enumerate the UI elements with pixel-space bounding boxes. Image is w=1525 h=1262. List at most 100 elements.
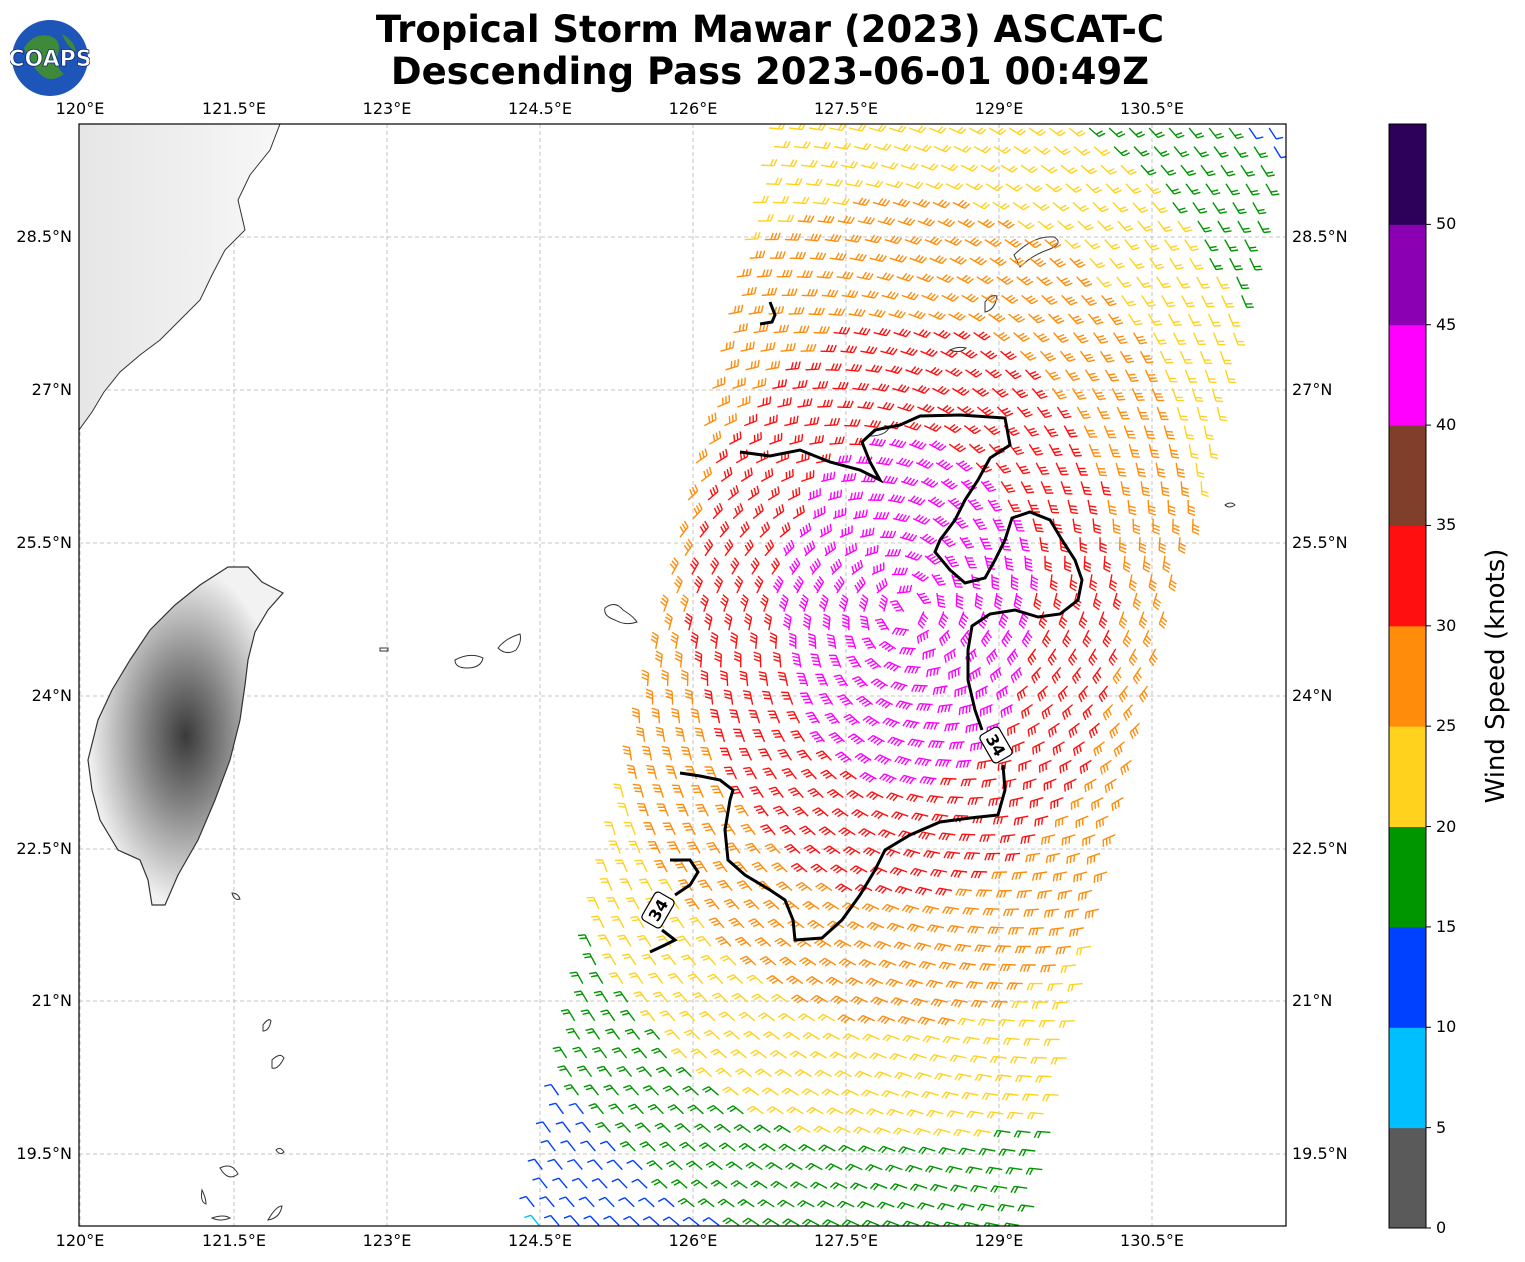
wind-barb	[829, 436, 845, 445]
wind-barb	[753, 323, 769, 334]
wind-barb	[1197, 220, 1212, 233]
colorbar-tick-label: 45	[1436, 314, 1457, 334]
wind-barb	[996, 406, 1014, 417]
wind-barb	[1128, 444, 1140, 458]
wind-barb	[1213, 146, 1229, 158]
wind-barb	[833, 142, 852, 150]
wind-barb	[1032, 741, 1045, 755]
wind-barb	[599, 1140, 616, 1152]
wind-barb	[1003, 1222, 1020, 1226]
wind-barb	[1084, 908, 1100, 920]
wind-barb	[905, 366, 923, 375]
wind-barb	[981, 1092, 999, 1101]
wind-barb	[798, 1143, 816, 1152]
wind-barb	[1216, 406, 1228, 422]
wind-barb	[854, 884, 873, 894]
wind-barbs	[519, 124, 1286, 1226]
wind-barb	[921, 292, 939, 302]
wind-barb	[1216, 276, 1230, 290]
wind-barb	[769, 251, 786, 259]
wind-barb	[919, 776, 937, 785]
wind-barb	[772, 651, 782, 668]
wind-barb	[1192, 332, 1206, 346]
wind-barb	[1036, 276, 1053, 287]
wind-barb	[1120, 759, 1132, 775]
wind-barb	[679, 1141, 696, 1152]
wind-barb	[1025, 852, 1041, 863]
wind-barb	[1172, 518, 1180, 535]
wind-barb	[935, 459, 954, 471]
wind-barb	[1204, 239, 1219, 252]
island	[1224, 502, 1236, 508]
wind-barb	[838, 827, 856, 837]
wind-barb	[1104, 778, 1117, 793]
wind-barb	[1164, 239, 1180, 251]
wind-barb	[816, 1200, 835, 1208]
wind-barb	[937, 218, 956, 228]
lat-tick-label-right: 25.5°N	[1292, 533, 1348, 552]
wind-barb	[611, 1178, 628, 1189]
wind-barb	[684, 688, 694, 705]
island	[271, 1054, 285, 1069]
wind-barb	[839, 525, 853, 538]
wind-barb	[1084, 239, 1101, 250]
wind-barb	[1129, 722, 1140, 739]
wind-barb	[999, 834, 1016, 844]
wind-barb	[725, 359, 740, 371]
wind-barb	[1021, 1093, 1039, 1102]
wind-barb	[877, 829, 896, 839]
wind-barb	[1032, 871, 1048, 881]
wind-barb	[763, 613, 773, 631]
wind-barb	[845, 977, 864, 987]
wind-barb	[1129, 257, 1145, 270]
wind-barb	[854, 752, 872, 764]
wind-barb	[948, 126, 967, 135]
wind-barb	[890, 997, 908, 1006]
wind-barb	[872, 383, 890, 392]
wind-barb	[732, 503, 744, 520]
wind-barb	[1020, 481, 1035, 494]
wind-barb	[1148, 648, 1158, 666]
wind-barb	[895, 700, 913, 710]
wind-barb	[851, 559, 864, 575]
wind-barb	[724, 613, 733, 631]
wind-barb	[1040, 964, 1056, 973]
wind-barb	[1132, 592, 1142, 611]
wind-barb	[853, 327, 871, 336]
wind-barb	[870, 810, 889, 820]
wind-barb	[1040, 481, 1054, 494]
wind-barb	[1058, 1020, 1075, 1029]
wind-barb	[1012, 518, 1025, 532]
wind-barb	[1033, 1130, 1051, 1139]
wind-barb	[987, 926, 1004, 935]
wind-barb	[687, 973, 704, 985]
wind-barb	[955, 888, 973, 897]
wind-barb	[937, 404, 955, 414]
wind-barb	[752, 378, 767, 390]
wind-barb	[662, 822, 676, 836]
wind-barb	[557, 1065, 573, 1077]
wind-barb	[775, 451, 789, 464]
wind-barb	[746, 974, 764, 985]
wind-barb	[910, 997, 928, 1007]
wind-barb	[749, 632, 758, 649]
wind-barb	[1005, 183, 1023, 192]
wind-barb	[1028, 927, 1044, 936]
wind-barb	[899, 531, 918, 542]
wind-barb	[777, 214, 795, 223]
wind-barb	[707, 1104, 724, 1115]
wind-barb	[758, 748, 773, 761]
wind-barb	[937, 703, 953, 714]
wind-barb	[774, 140, 791, 149]
wind-barb	[889, 600, 905, 612]
wind-barb	[840, 345, 858, 354]
wind-barb	[720, 594, 729, 612]
wind-barb	[1079, 537, 1088, 554]
lon-tick-label-top: 120°E	[55, 99, 105, 118]
wind-barb	[757, 1199, 775, 1208]
wind-barb	[798, 825, 816, 836]
wind-barb	[961, 293, 979, 303]
wind-barb	[650, 631, 659, 649]
wind-barb	[661, 953, 677, 966]
wind-barb	[1014, 1074, 1032, 1083]
